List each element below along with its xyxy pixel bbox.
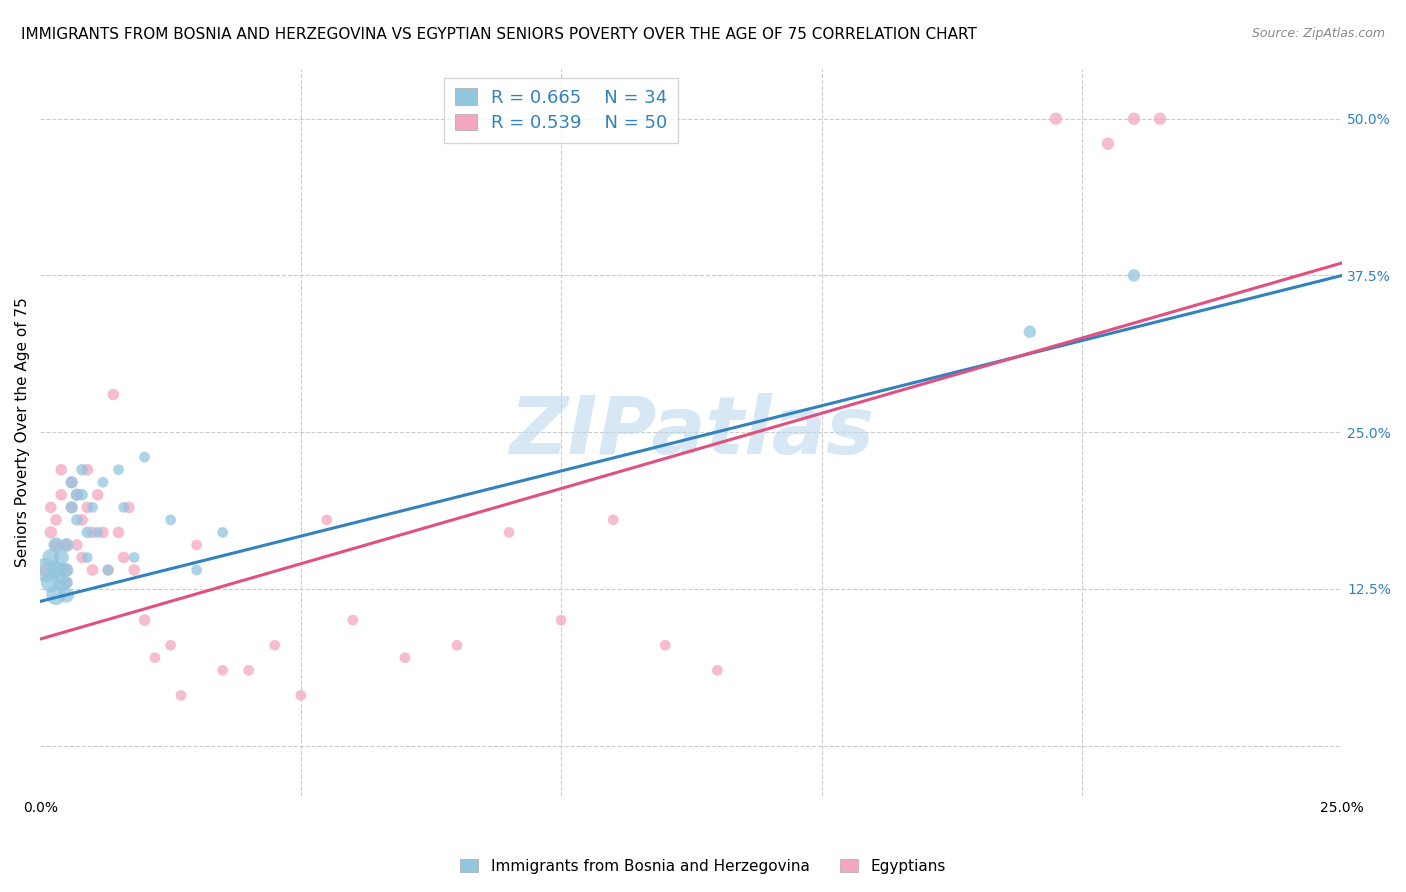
Point: [66, 488, 89, 502]
Point: [45, 538, 67, 552]
Point: [55, 538, 77, 552]
Point: [91, 525, 114, 540]
Point: [1097, 136, 1119, 151]
Point: [112, 550, 135, 565]
Point: [82, 563, 104, 577]
Point: [66, 488, 89, 502]
Point: [55, 563, 77, 577]
Point: [170, 689, 193, 703]
Point: [159, 638, 181, 652]
Text: IMMIGRANTS FROM BOSNIA AND HERZEGOVINA VS EGYPTIAN SENIORS POVERTY OVER THE AGE : IMMIGRANTS FROM BOSNIA AND HERZEGOVINA V…: [21, 27, 977, 42]
Point: [60, 500, 83, 515]
Point: [51, 463, 73, 477]
Point: [211, 663, 233, 677]
Point: [60, 475, 83, 490]
Point: [107, 463, 129, 477]
Point: [70, 513, 93, 527]
Text: Source: ZipAtlas.com: Source: ZipAtlas.com: [1251, 27, 1385, 40]
Point: [186, 563, 208, 577]
Point: [134, 613, 156, 627]
Legend: Immigrants from Bosnia and Herzegovina, Egyptians: Immigrants from Bosnia and Herzegovina, …: [454, 853, 952, 880]
Point: [498, 525, 520, 540]
Point: [112, 500, 135, 515]
Point: [55, 538, 77, 552]
Point: [211, 525, 233, 540]
Point: [34, 563, 56, 577]
Point: [1123, 112, 1146, 126]
Point: [76, 463, 98, 477]
Point: [186, 538, 208, 552]
Point: [446, 638, 468, 652]
Point: [76, 550, 98, 565]
Legend: R = 0.665    N = 34, R = 0.539    N = 50: R = 0.665 N = 34, R = 0.539 N = 50: [444, 78, 678, 143]
Point: [1149, 112, 1171, 126]
Point: [55, 575, 77, 590]
Point: [51, 575, 73, 590]
Point: [76, 525, 98, 540]
Point: [45, 563, 67, 577]
Point: [122, 563, 145, 577]
Point: [55, 563, 77, 577]
Point: [706, 663, 728, 677]
Point: [39, 575, 62, 590]
Point: [602, 513, 624, 527]
Point: [143, 650, 166, 665]
Point: [55, 588, 77, 602]
Point: [45, 513, 67, 527]
Point: [66, 513, 89, 527]
Point: [118, 500, 141, 515]
Point: [34, 563, 56, 577]
Point: [86, 525, 108, 540]
Point: [91, 475, 114, 490]
Point: [342, 613, 364, 627]
Point: [238, 663, 260, 677]
Point: [134, 450, 156, 465]
Point: [39, 525, 62, 540]
Point: [39, 550, 62, 565]
Point: [97, 563, 120, 577]
Point: [45, 538, 67, 552]
Point: [1123, 268, 1146, 283]
Point: [97, 563, 120, 577]
Point: [290, 689, 312, 703]
Point: [107, 525, 129, 540]
Point: [70, 550, 93, 565]
Point: [60, 475, 83, 490]
Point: [66, 538, 89, 552]
Point: [70, 488, 93, 502]
Point: [122, 550, 145, 565]
Point: [51, 550, 73, 565]
Point: [76, 500, 98, 515]
Point: [55, 575, 77, 590]
Point: [654, 638, 676, 652]
Point: [86, 488, 108, 502]
Point: [550, 613, 572, 627]
Point: [60, 500, 83, 515]
Point: [70, 463, 93, 477]
Point: [51, 563, 73, 577]
Point: [103, 387, 125, 401]
Text: ZIPatlas: ZIPatlas: [509, 393, 875, 471]
Point: [394, 650, 416, 665]
Point: [82, 500, 104, 515]
Point: [39, 500, 62, 515]
Point: [315, 513, 337, 527]
Point: [51, 488, 73, 502]
Point: [263, 638, 285, 652]
Y-axis label: Seniors Poverty Over the Age of 75: Seniors Poverty Over the Age of 75: [15, 297, 30, 567]
Point: [82, 525, 104, 540]
Point: [1045, 112, 1067, 126]
Point: [159, 513, 181, 527]
Point: [1018, 325, 1040, 339]
Point: [45, 588, 67, 602]
